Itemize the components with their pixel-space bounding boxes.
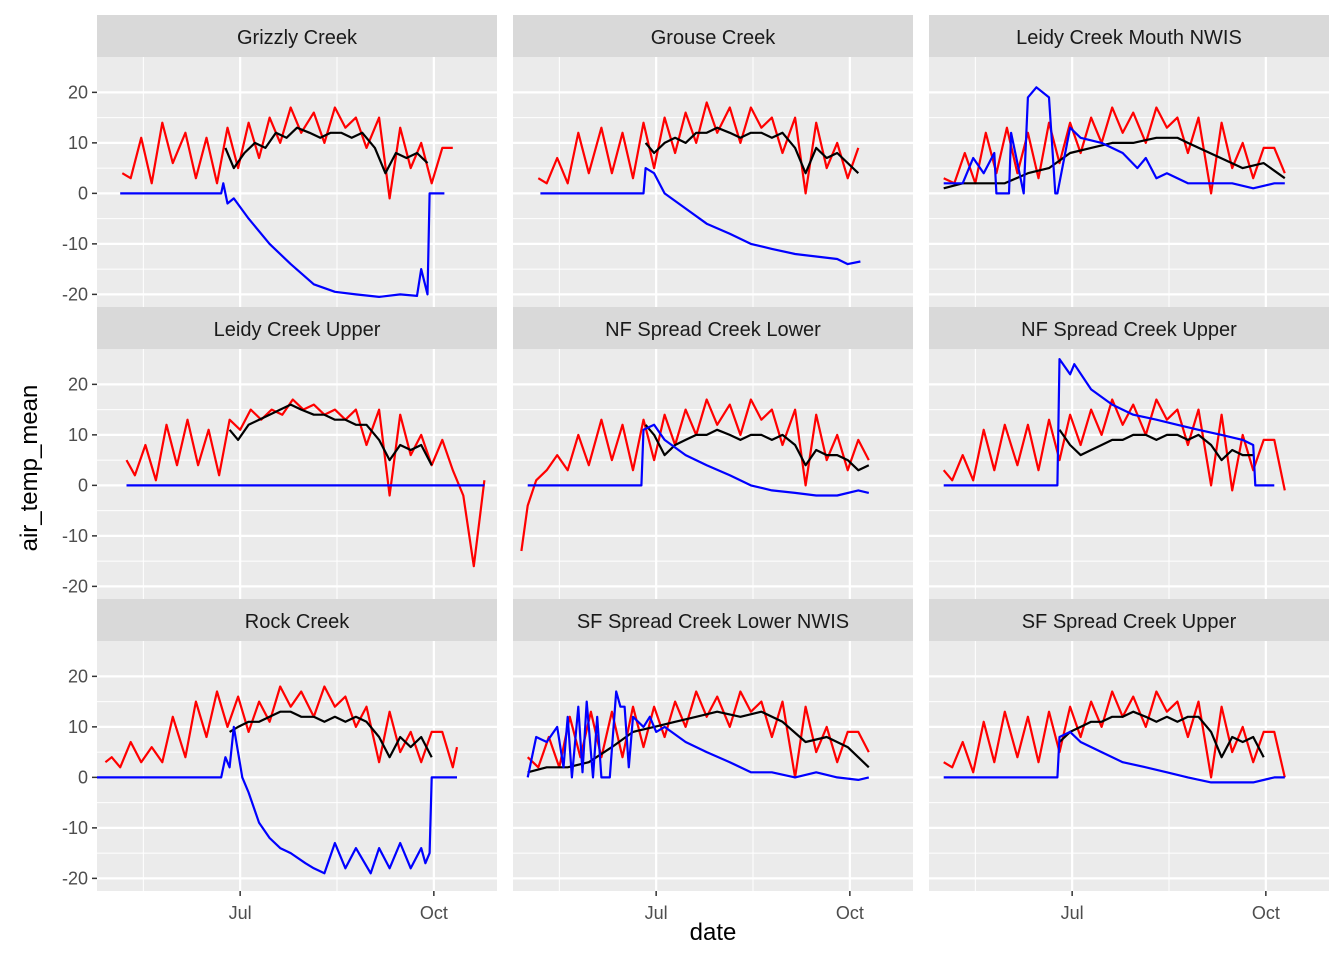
facet-panel: Rock Creek <box>97 599 497 891</box>
facet-strip <box>97 15 497 57</box>
y-tick-label: 10 <box>68 717 88 737</box>
facet-title: SF Spread Creek Lower NWIS <box>577 611 849 633</box>
facet-strip <box>929 307 1329 349</box>
facet-panel: SF Spread Creek Upper <box>929 599 1329 891</box>
y-tick-label: 10 <box>68 133 88 153</box>
series-line <box>224 126 429 175</box>
facet-panel: Grizzly Creek <box>97 15 497 307</box>
facet-panel: SF Spread Creek Lower NWIS <box>513 599 913 891</box>
series-line <box>120 182 445 298</box>
facet-title: NF Spread Creek Lower <box>605 319 821 341</box>
facet-title: Grizzly Creek <box>237 27 358 49</box>
facet-strip <box>97 599 497 641</box>
facet-panel: Grouse Creek <box>513 15 913 307</box>
series-line <box>540 167 861 266</box>
panel-background <box>929 641 1329 891</box>
facet-title: Leidy Creek Upper <box>214 319 381 341</box>
series-line <box>104 685 459 769</box>
y-axis-title: air_temp_mean <box>16 385 43 552</box>
facet-strip <box>929 15 1329 57</box>
y-tick-label: 0 <box>78 475 88 495</box>
x-tick-label: Oct <box>420 903 448 923</box>
series-line <box>943 690 1286 779</box>
y-tick-label: 10 <box>68 425 88 445</box>
facet-strip <box>513 15 913 57</box>
x-tick-label: Jul <box>229 903 252 923</box>
facet-strip <box>929 599 1329 641</box>
facet-panel: NF Spread Creek Lower <box>513 307 913 599</box>
x-tick-label: Oct <box>836 903 864 923</box>
facet-title: Leidy Creek Mouth NWIS <box>1016 27 1242 49</box>
panel-background <box>929 349 1329 599</box>
series-line <box>1058 429 1254 462</box>
series-line <box>644 424 870 472</box>
facet-strip <box>97 307 497 349</box>
y-tick-label: -20 <box>62 284 88 304</box>
series-line <box>121 106 453 200</box>
series-line <box>942 398 1286 492</box>
y-tick-label: 20 <box>68 374 88 394</box>
facet-title: NF Spread Creek Upper <box>1021 319 1237 341</box>
panel-background <box>513 349 913 599</box>
panel-background <box>97 349 497 599</box>
x-tick-label: Jul <box>1061 903 1084 923</box>
y-tick-label: 20 <box>68 666 88 686</box>
series-line <box>229 710 433 759</box>
series-line <box>943 106 1286 195</box>
x-tick-label: Oct <box>1252 903 1280 923</box>
x-axis-title: date <box>690 919 737 946</box>
y-tick-label: -10 <box>62 234 88 254</box>
panel-background <box>513 57 913 307</box>
facet-panel: Leidy Creek Upper <box>97 307 497 599</box>
y-tick-label: -20 <box>62 576 88 596</box>
panel-background <box>513 641 913 891</box>
series-line <box>943 358 1275 487</box>
facets-layer: Grizzly Creek Grouse Creek Leidy Creek Mou… <box>97 15 1329 891</box>
series-line <box>97 725 457 875</box>
facet-panel: NF Spread Creek Upper <box>929 307 1329 599</box>
x-tick-label: Jul <box>645 903 668 923</box>
axes-layer: -20 -10 0 10 20 -20 -10 0 10 20 -20 -10 0 10 20 Jul Oct J… <box>62 82 1280 923</box>
y-tick-label: -10 <box>62 818 88 838</box>
series-line <box>943 730 1285 784</box>
series-line <box>1058 710 1265 759</box>
series-line <box>537 101 860 195</box>
y-tick-label: 0 <box>78 183 88 203</box>
series-line <box>228 403 433 466</box>
y-tick-label: 20 <box>68 82 88 102</box>
facet-strip <box>513 307 913 349</box>
series-line <box>520 398 870 552</box>
y-tick-label: 0 <box>78 767 88 787</box>
facet-title: Grouse Creek <box>651 27 776 49</box>
series-line <box>526 690 870 782</box>
series-line <box>943 136 1286 190</box>
facet-title: Rock Creek <box>245 611 350 633</box>
facet-strip <box>513 599 913 641</box>
y-tick-label: -20 <box>62 868 88 888</box>
series-line <box>644 126 860 175</box>
y-tick-label: -10 <box>62 526 88 546</box>
series-line <box>527 423 870 497</box>
series-line <box>943 86 1285 195</box>
facet-title: SF Spread Creek Upper <box>1022 611 1237 633</box>
facet-panel: Leidy Creek Mouth NWIS <box>929 15 1329 307</box>
